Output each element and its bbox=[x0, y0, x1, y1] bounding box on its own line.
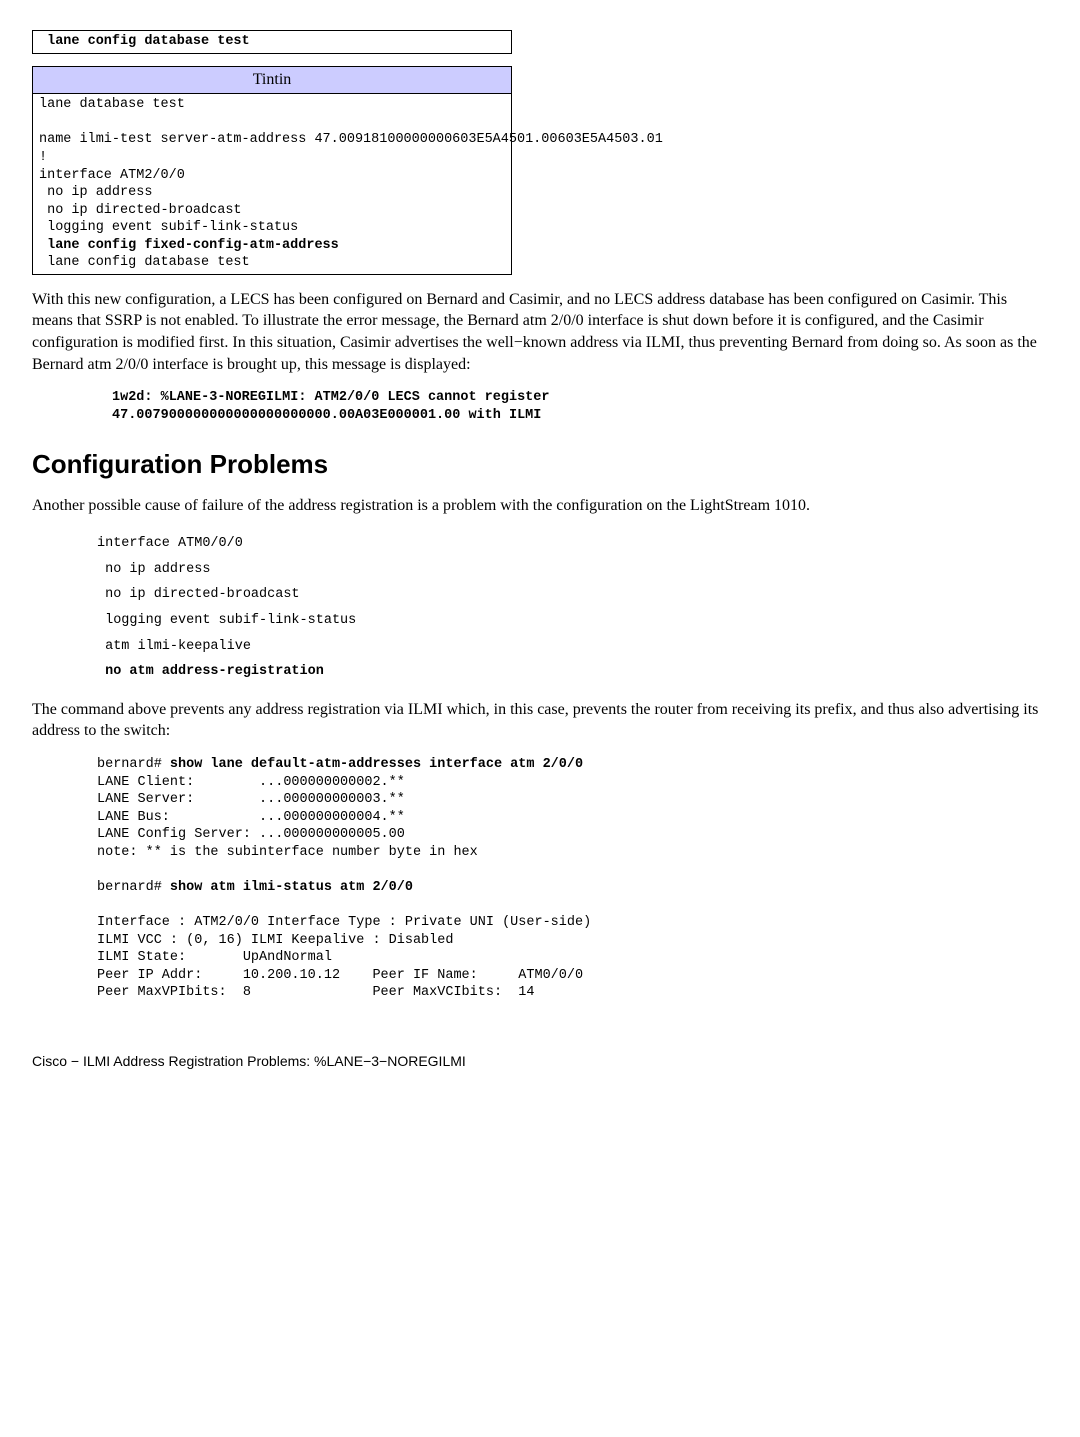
table2-body: lane database test name ilmi-test server… bbox=[33, 94, 512, 274]
config-snippet-table-1: lane config database test bbox=[32, 30, 512, 54]
table1-cell: lane config database test bbox=[33, 31, 512, 54]
paragraph-1: With this new configuration, a LECS has … bbox=[32, 289, 1048, 375]
config-snippet-table-2: Tintin lane database test name ilmi-test… bbox=[32, 66, 512, 275]
show-output-block: bernard# show lane default-atm-addresses… bbox=[97, 756, 1048, 1002]
table2-header: Tintin bbox=[33, 66, 512, 94]
paragraph-2: Another possible cause of failure of the… bbox=[32, 495, 1048, 517]
page-footer: Cisco − ILMI Address Registration Proble… bbox=[32, 1052, 1048, 1070]
error-message-block: 1w2d: %LANE-3-NOREGILMI: ATM2/0/0 LECS c… bbox=[112, 389, 1048, 425]
paragraph-3: The command above prevents any address r… bbox=[32, 699, 1048, 742]
interface-config-block: interface ATM0/0/0 no ip address no ip d… bbox=[97, 531, 1048, 685]
section-heading-config-problems: Configuration Problems bbox=[32, 448, 1048, 482]
